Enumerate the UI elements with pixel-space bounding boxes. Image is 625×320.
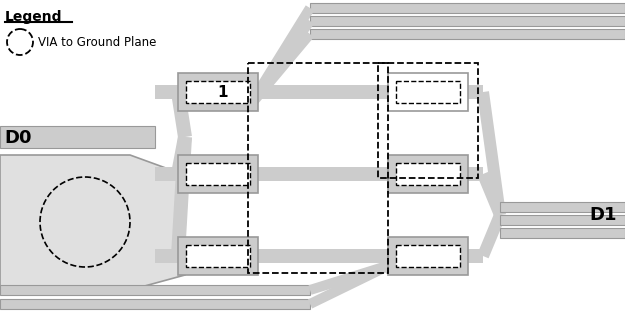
Bar bbox=[258, 85, 273, 99]
Bar bbox=[500, 202, 625, 212]
Bar bbox=[388, 237, 468, 275]
Bar bbox=[0, 126, 155, 148]
Polygon shape bbox=[244, 5, 314, 111]
Bar bbox=[500, 228, 625, 238]
Text: Legend: Legend bbox=[5, 10, 62, 24]
Bar bbox=[396, 245, 460, 267]
Bar bbox=[378, 63, 478, 178]
Text: VIA to Ground Plane: VIA to Ground Plane bbox=[38, 36, 156, 49]
Bar bbox=[0, 299, 310, 309]
Text: 1: 1 bbox=[217, 84, 228, 100]
Bar bbox=[310, 29, 625, 39]
Bar bbox=[155, 85, 178, 99]
Polygon shape bbox=[0, 155, 185, 290]
Bar bbox=[500, 215, 625, 225]
Bar bbox=[265, 249, 388, 263]
Bar bbox=[396, 163, 460, 185]
Bar bbox=[378, 249, 388, 263]
Bar bbox=[468, 167, 483, 181]
Bar bbox=[396, 81, 460, 103]
Polygon shape bbox=[171, 91, 192, 138]
Bar bbox=[248, 63, 388, 273]
Polygon shape bbox=[171, 137, 192, 256]
Bar bbox=[388, 155, 468, 193]
Bar bbox=[186, 163, 250, 185]
Bar bbox=[186, 245, 250, 267]
Bar bbox=[178, 73, 258, 111]
Polygon shape bbox=[244, 18, 314, 111]
Polygon shape bbox=[477, 91, 506, 216]
Polygon shape bbox=[309, 260, 391, 295]
Polygon shape bbox=[171, 136, 192, 175]
Bar bbox=[468, 85, 483, 99]
Polygon shape bbox=[308, 260, 392, 308]
Bar bbox=[258, 249, 273, 263]
Bar bbox=[378, 85, 388, 99]
Bar bbox=[265, 85, 388, 99]
Bar bbox=[155, 167, 178, 181]
Bar bbox=[258, 167, 273, 181]
Bar bbox=[468, 249, 483, 263]
Bar bbox=[186, 81, 250, 103]
Text: D0: D0 bbox=[4, 129, 31, 147]
Polygon shape bbox=[478, 172, 506, 217]
Bar bbox=[178, 237, 258, 275]
Bar bbox=[178, 155, 258, 193]
Bar bbox=[310, 16, 625, 26]
Bar bbox=[388, 73, 468, 111]
Bar bbox=[378, 167, 388, 181]
Polygon shape bbox=[244, 31, 314, 111]
Polygon shape bbox=[478, 213, 506, 258]
Bar bbox=[310, 3, 625, 13]
Bar bbox=[0, 285, 310, 295]
Text: D1: D1 bbox=[589, 206, 617, 224]
Bar bbox=[155, 249, 178, 263]
Bar bbox=[265, 167, 388, 181]
